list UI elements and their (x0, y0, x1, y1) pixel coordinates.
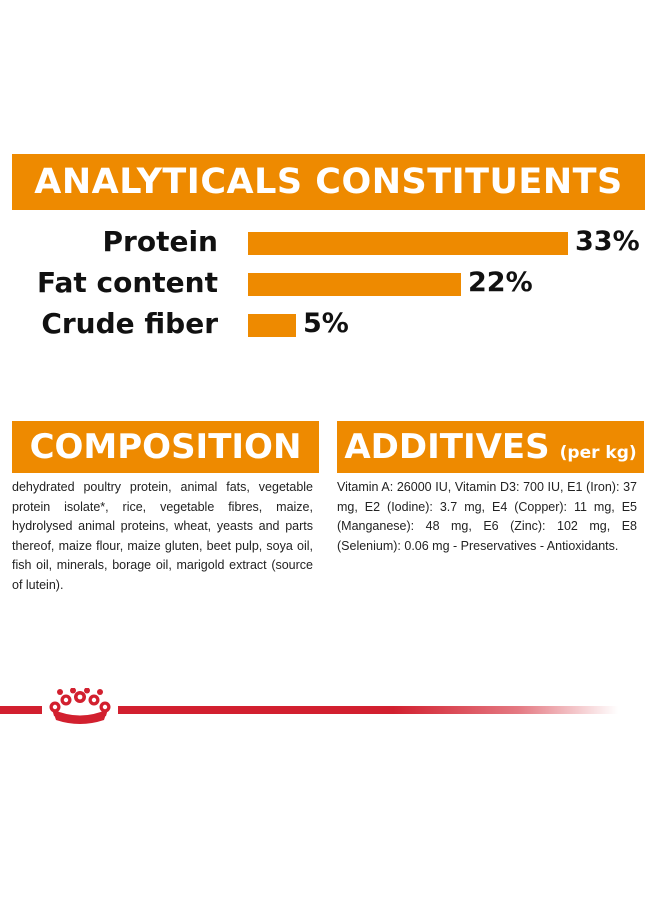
analytics-title: ANALYTICALS CONSTITUENTS (34, 162, 623, 202)
composition-title: COMPOSITION (29, 427, 302, 467)
composition-text: dehydrated poultry protein, animal fats,… (12, 480, 313, 592)
additives-title: ADDITIVES (344, 427, 550, 467)
composition-banner: COMPOSITION (12, 421, 319, 473)
percent-fat: 22% (468, 267, 533, 298)
bar-fiber (248, 314, 296, 337)
additives-subtitle: (per kg) (559, 443, 637, 463)
additives-banner: ADDITIVES (per kg) (337, 421, 644, 473)
bar-protein (248, 232, 568, 255)
metric-label-fiber: Crude fiber (41, 307, 218, 340)
brand-line-left (0, 706, 42, 714)
percent-protein: 33% (575, 226, 640, 257)
bar-fat (248, 273, 461, 296)
metric-label-protein: Protein (102, 225, 218, 258)
metric-label-fat: Fat content (37, 266, 218, 299)
brand-line-right (118, 706, 618, 714)
royal-canin-crown-icon (49, 688, 111, 724)
additives-text: Vitamin A: 26000 IU, Vitamin D3: 700 IU,… (337, 480, 637, 553)
percent-fiber: 5% (303, 308, 349, 339)
analytics-banner: ANALYTICALS CONSTITUENTS (12, 154, 645, 210)
